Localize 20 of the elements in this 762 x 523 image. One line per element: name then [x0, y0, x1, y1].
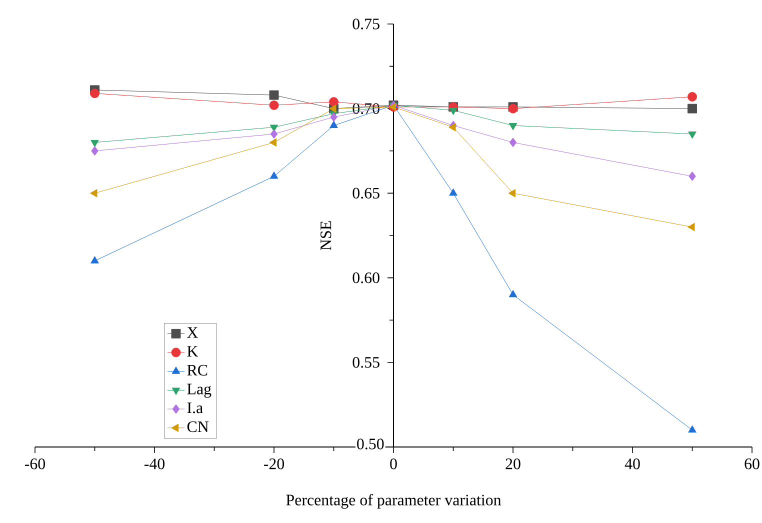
legend-label: CN	[187, 421, 209, 432]
y-tick-label: 0.50	[357, 438, 384, 450]
y-tick-label: 0.65	[352, 188, 380, 199]
x-tick-label: -60	[24, 458, 46, 470]
y-tick-label: 0.55	[352, 356, 380, 368]
y-tick-label: 0.60	[352, 272, 380, 284]
x-tick-label: 60	[744, 458, 760, 470]
x-tick-label: -40	[144, 458, 165, 470]
legend-label: X	[187, 327, 198, 338]
x-tick-label: -20	[264, 458, 284, 470]
y-axis-title: NSE	[320, 221, 332, 250]
y-tick-label: 0.75	[352, 18, 380, 30]
legend-label: K	[187, 346, 198, 357]
legend-label: I.a	[187, 402, 203, 414]
x-tick-label: 0	[390, 458, 397, 470]
legend-label: RC	[187, 364, 208, 376]
x-tick-label: 40	[624, 458, 640, 470]
legend-label: Lag	[187, 384, 212, 398]
x-tick-label: 20	[506, 458, 520, 470]
x-axis-title: Percentage of parameter variation	[286, 494, 502, 509]
